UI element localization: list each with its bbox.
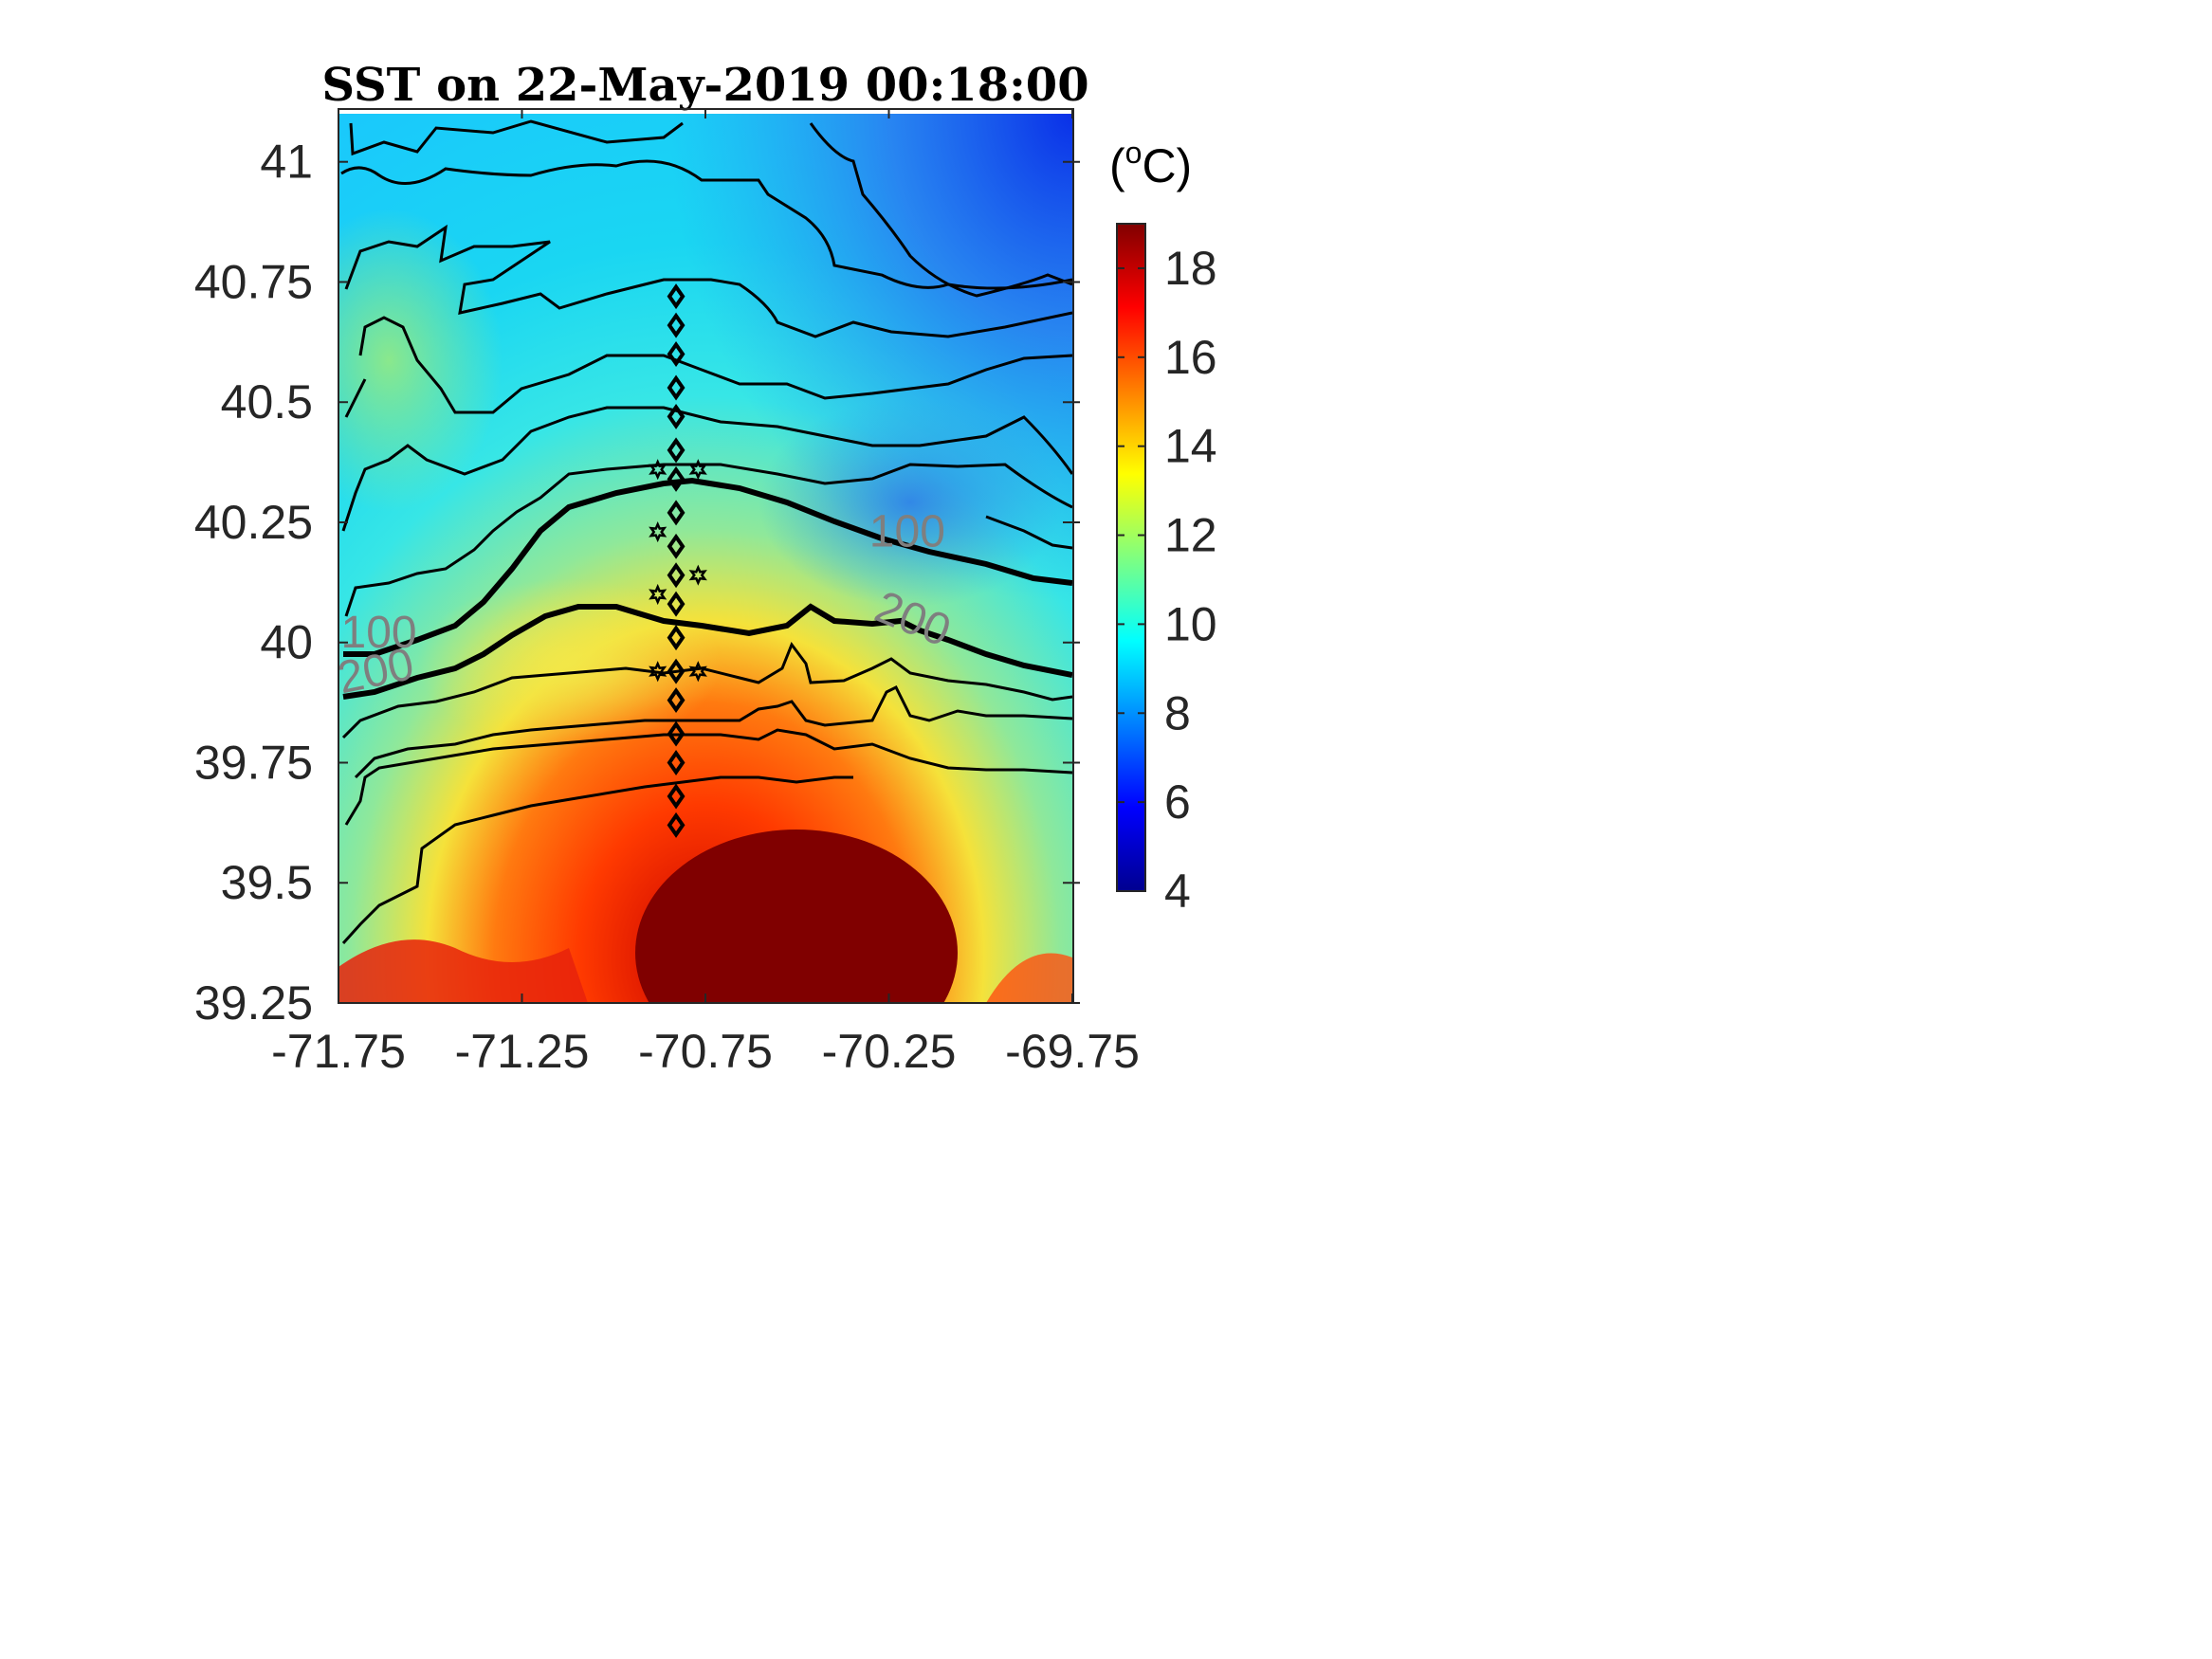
y-tick-label: 41 — [260, 136, 313, 189]
contour-line — [341, 641, 1072, 739]
station-star — [649, 521, 667, 543]
y-tick-label: 39.5 — [221, 856, 313, 909]
x-tick-label: -71.25 — [455, 1025, 590, 1078]
station-diamond — [667, 533, 686, 559]
station-diamond — [667, 749, 686, 775]
station-diamond — [667, 625, 686, 651]
y-tick-label: 39.75 — [194, 736, 313, 789]
y-tick-label: 40 — [260, 616, 313, 669]
station-diamond — [667, 562, 686, 589]
station-diamond — [667, 783, 686, 810]
y-tick-label: 40.5 — [221, 375, 313, 428]
contour-line — [985, 515, 1072, 550]
station-star — [649, 661, 667, 683]
contour-line — [344, 378, 367, 418]
contour-line — [344, 463, 1072, 617]
colorbar-tick-label: 4 — [1164, 865, 1191, 918]
colorbar-tick-label: 14 — [1164, 420, 1217, 473]
station-diamond — [667, 811, 686, 838]
y-axis: 41 40.75 40.5 40.25 40 39.75 39.5 39.25 — [194, 136, 1080, 1030]
contour-line — [341, 406, 1072, 532]
station-markers — [649, 283, 707, 838]
contour-line — [349, 119, 684, 156]
contour-line — [344, 224, 1072, 338]
station-diamond — [667, 500, 686, 526]
contour-line — [809, 122, 1072, 298]
station-star — [649, 459, 667, 481]
contour-line — [358, 316, 1072, 414]
x-tick-label: -70.75 — [638, 1025, 773, 1078]
isobath-200m — [342, 603, 1072, 700]
contour-label: 100 — [341, 608, 417, 658]
y-tick-label: 40.75 — [194, 255, 313, 308]
colorbar-ticks: 18 16 14 12 10 8 6 4 — [1117, 242, 1217, 918]
x-tick-label: -71.75 — [271, 1025, 406, 1078]
station-diamond — [667, 403, 686, 429]
station-star — [688, 661, 707, 683]
isobath-100m — [343, 477, 1072, 657]
station-star — [688, 564, 707, 586]
x-axis: -71.75 -71.25 -70.75 -70.25 -69.75 — [271, 109, 1140, 1078]
station-diamond — [667, 437, 686, 464]
colorbar-tick-label: 18 — [1164, 242, 1217, 295]
station-star — [649, 583, 667, 606]
colorbar-unit: (oC) — [1109, 136, 1192, 192]
x-tick-label: -69.75 — [1005, 1025, 1140, 1078]
y-tick-label: 39.25 — [194, 976, 313, 1030]
colorbar-tick-label: 16 — [1164, 331, 1217, 384]
y-tick-label: 40.25 — [194, 496, 313, 549]
contour-line — [341, 775, 853, 945]
station-diamond — [667, 374, 686, 401]
station-star — [688, 459, 707, 481]
colorbar-tick-label: 8 — [1164, 686, 1191, 739]
colorbar-tick-label: 12 — [1164, 509, 1217, 562]
contour-label: 100 — [869, 506, 945, 556]
colorbar-tick-label: 6 — [1164, 775, 1191, 829]
station-diamond — [667, 312, 686, 338]
contour-line — [344, 728, 1072, 826]
station-diamond — [667, 658, 686, 684]
colorbar — [1116, 223, 1146, 892]
station-diamond — [667, 465, 686, 492]
chart-title: SST on 22-May-2019 00:18:00 — [321, 59, 1088, 112]
contour-line — [340, 159, 1072, 290]
station-diamond — [667, 341, 686, 368]
station-diamond — [667, 687, 686, 714]
station-diamond — [667, 591, 686, 617]
x-tick-label: -70.25 — [822, 1025, 957, 1078]
station-diamond — [667, 720, 686, 747]
contour-line — [354, 684, 1072, 779]
colorbar-tick-label: 10 — [1164, 597, 1217, 650]
temperature-contours — [340, 119, 1072, 945]
station-diamond — [667, 283, 686, 310]
